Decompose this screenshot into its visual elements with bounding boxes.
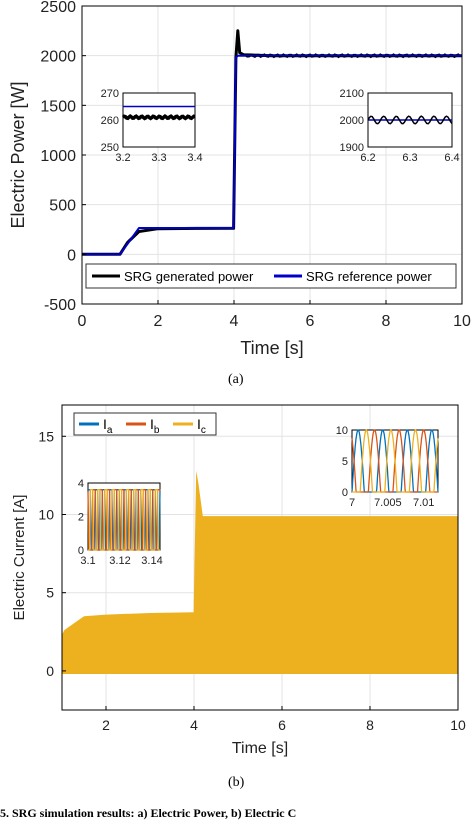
x-tick-label: 8 [382,313,391,330]
inset-y-tick-label: 260 [101,115,119,127]
figure-a-caption: (a) [228,372,244,387]
legend-label-b: Ib [150,416,160,436]
current-envelope [62,470,458,674]
legend-label-c: Ic [197,416,206,436]
y-tick-label: 0 [67,247,76,264]
inset-left: 3.2 3.3 3.4 250 260 270 [101,88,203,164]
figure-footer-text: 5. SRG simulation results: a) Electric P… [0,806,297,820]
inset-right: 7 7.005 7.01 0 5 10 [336,425,439,509]
y-tick-label: 15 [38,428,54,444]
inset-x-tick-label: 6.2 [360,152,375,164]
inset-y-tick-label: 2000 [340,115,364,127]
inset-y-tick-label: 2100 [340,88,364,100]
y-tick-label: 1000 [40,148,76,165]
inset-phase-c [352,429,439,493]
legend-label-reference: SRG reference power [306,269,432,284]
inset-y-tick-label: 270 [101,88,119,100]
y-tick-label: -500 [44,297,76,314]
inset-y-tick-label: 10 [336,425,348,437]
x-tick-label: 2 [154,313,163,330]
y-tick-label: 500 [49,198,76,215]
legend: SRG generated power SRG reference power [85,263,457,289]
inset-x-tick-label: 3.4 [187,152,202,164]
inset-y-tick-label: 5 [342,456,348,468]
x-tick-label: 4 [230,313,239,330]
inset-y-tick-label: 0 [342,487,348,499]
inset-y-tick-label: 1900 [340,142,364,154]
x-tick-label: 6 [306,313,315,330]
x-tick-label: 10 [453,313,471,330]
inset-y-tick-label: 4 [78,478,84,490]
y-tick-label: 2000 [40,49,76,66]
inset-frame [122,92,196,148]
inset-generated-line [367,115,453,125]
inset-x-tick-label: 3.2 [115,152,130,164]
x-tick-label: 8 [366,717,374,733]
inset-y-tick-label: 2 [78,512,84,524]
legend-box [85,263,457,289]
inset-x-tick-label: 3.1 [80,555,95,567]
plot-frame [61,404,459,711]
x-tick-label: 10 [450,717,466,733]
y-tick-label: 2500 [40,0,76,16]
inset-x-tick-label: 7.005 [374,497,402,509]
x-tick-label: 2 [102,717,110,733]
inset-phase-c [88,489,160,551]
y-tick-label: 10 [38,506,54,522]
x-tick-label: 4 [190,717,198,733]
inset-x-tick-label: 3.12 [109,555,130,567]
x-axis-label: Time [s] [240,338,303,358]
inset-right: 6.2 6.3 6.4 1900 2000 2100 [340,88,460,164]
inset-y-tick-label: 0 [78,545,84,557]
inset-x-tick-label: 3.14 [141,555,162,567]
legend-label-generated: SRG generated power [124,269,254,284]
inset-x-tick-label: 6.4 [444,152,459,164]
inset-left: 3.1 3.12 3.14 0 2 4 [78,478,163,567]
y-axis-label: Electric Current [A] [11,495,28,621]
figure-b-caption: (b) [228,775,245,790]
electric-current-chart: 2 4 6 8 10 0 5 10 15 Time [s] Electric Current [A]… [11,404,466,757]
inset-x-tick-label: 3.3 [151,152,166,164]
x-tick-label: 0 [78,313,87,330]
inset-x-tick-label: 6.3 [402,152,417,164]
legend: Ia Ib Ic [73,412,217,436]
x-tick-label: 6 [278,717,286,733]
legend-label-a: Ia [103,416,113,436]
y-tick-label: 1500 [40,98,76,115]
y-axis-label: Electric Power [W] [8,81,28,228]
inset-x-tick-label: 7.01 [413,497,434,509]
y-tick-label: 0 [46,663,54,679]
inset-generated-line [121,114,196,121]
x-axis-label: Time [s] [232,740,288,757]
inset-x-tick-label: 7 [349,497,355,509]
y-tick-label: 5 [46,585,54,601]
inset-y-tick-label: 250 [101,142,119,154]
